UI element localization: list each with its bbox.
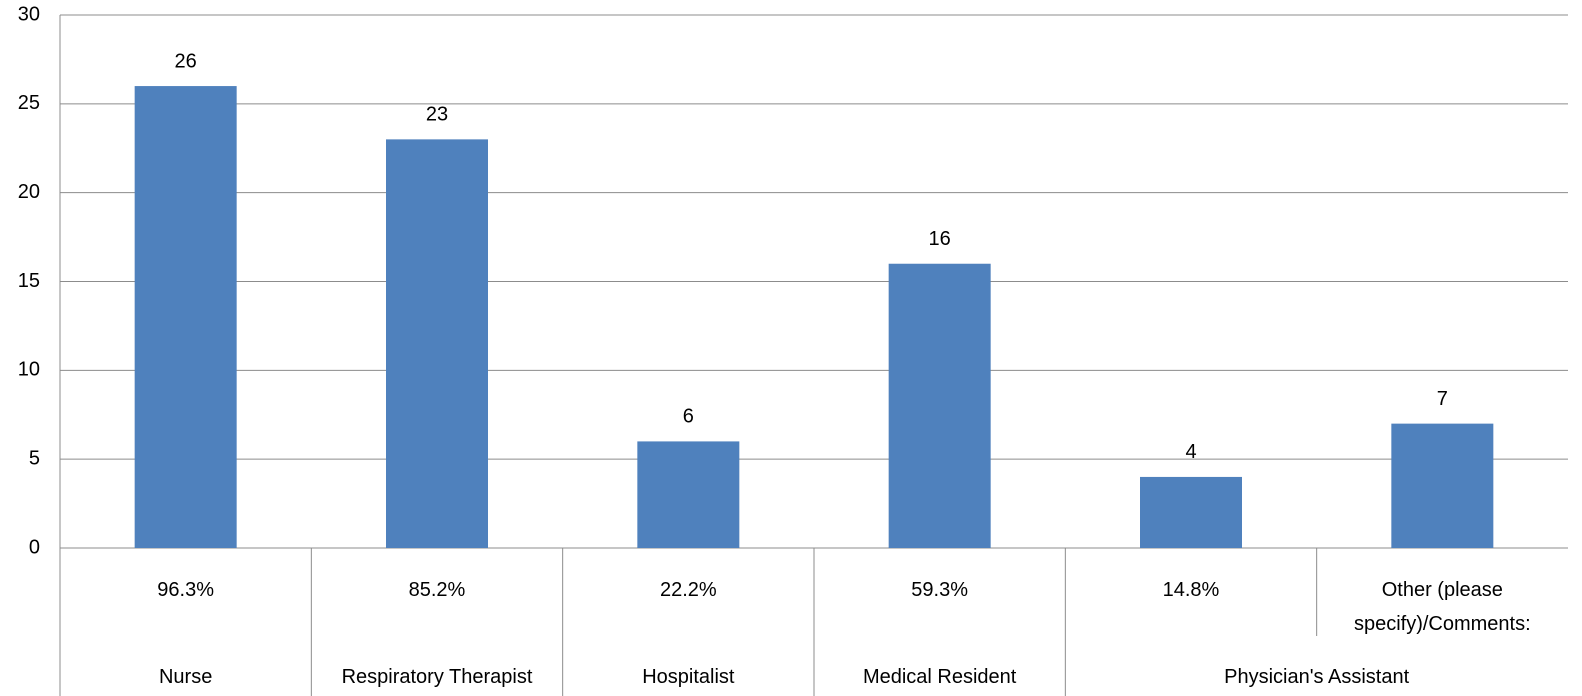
x-tick-label-box: 22.2%	[659, 579, 717, 601]
x-tick-label: 14.8%	[1162, 579, 1220, 601]
y-tick-label: 10	[18, 359, 40, 381]
x-tick-label-box: 96.3%	[157, 579, 215, 601]
y-tick-label: 0	[29, 536, 40, 558]
data-label: 26	[175, 50, 197, 72]
data-label: 23	[426, 104, 448, 126]
bar	[386, 139, 488, 548]
x-tick-label: 22.2%	[659, 579, 717, 601]
group-label: Nurse	[158, 666, 213, 688]
y-tick-label: 5	[29, 447, 40, 469]
group-label: Hospitalist	[642, 666, 735, 688]
group-label: Medical Resident	[862, 666, 1017, 688]
bar	[134, 86, 237, 549]
x-tick-label: 96.3%	[157, 579, 215, 601]
data-label: 6	[683, 406, 694, 428]
x-tick-label-box: 85.2%	[408, 579, 466, 601]
x-tick-label: 85.2%	[408, 579, 466, 601]
y-tick-label: 25	[18, 92, 40, 114]
data-label: 7	[1437, 388, 1448, 410]
y-tick-label: 15	[18, 270, 40, 292]
bar	[1391, 423, 1494, 548]
bar	[1140, 476, 1242, 548]
group-label-box: Nurse	[158, 666, 213, 688]
bar	[637, 441, 740, 548]
x-tick-label: 59.3%	[911, 579, 969, 601]
data-label: 16	[929, 228, 951, 250]
group-label-box: Respiratory Therapist	[341, 666, 533, 688]
data-label: 4	[1185, 441, 1196, 463]
group-label: Physician's Assistant	[1224, 666, 1410, 688]
y-tick-label: 20	[18, 181, 40, 203]
x-tick-label: Other (please specify)/Comments:	[1353, 579, 1531, 635]
x-tick-label-box: Other (please specify)/Comments:	[1353, 579, 1531, 635]
group-label-box: Hospitalist	[642, 666, 735, 688]
group-label-box: Medical Resident	[862, 666, 1017, 688]
y-tick-label: 30	[18, 3, 40, 25]
group-label: Respiratory Therapist	[341, 666, 533, 688]
x-tick-label-box: 59.3%	[911, 579, 969, 601]
group-label-box: Physician's Assistant	[1224, 666, 1410, 688]
bar	[888, 263, 991, 548]
x-tick-label-box: 14.8%	[1162, 579, 1220, 601]
